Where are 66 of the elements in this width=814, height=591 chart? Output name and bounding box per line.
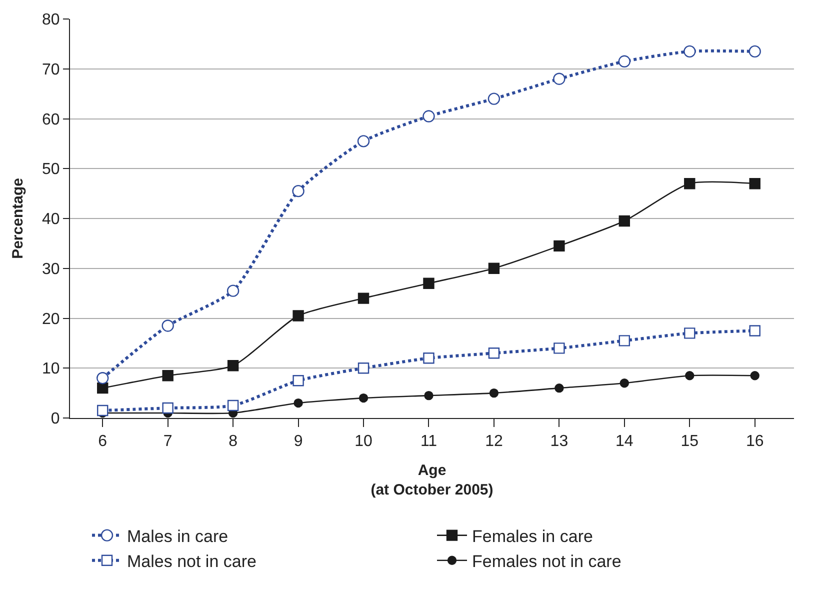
point	[357, 135, 370, 148]
point	[227, 400, 239, 412]
x-tick-label: 7	[163, 433, 172, 450]
point	[294, 398, 303, 408]
point	[684, 328, 696, 339]
y-tick-label: 80	[42, 12, 60, 29]
x-tick-label: 10	[354, 433, 373, 450]
point	[423, 352, 434, 364]
point	[162, 402, 174, 414]
x-tick-label: 8	[228, 433, 238, 450]
x-tick-label: 14	[616, 433, 634, 450]
y-tick-label: 50	[42, 161, 60, 178]
point	[620, 378, 630, 388]
point	[684, 178, 696, 190]
x-axis-title: Age (at October 2005)	[370, 462, 494, 499]
point	[292, 310, 304, 322]
point	[554, 342, 565, 354]
legend-label: Males not in care	[127, 552, 256, 572]
legend-label: Females not in care	[472, 552, 622, 572]
point	[749, 178, 760, 190]
point	[97, 382, 108, 394]
point	[554, 383, 564, 393]
x-tick-label: 13	[550, 433, 568, 450]
point	[96, 372, 109, 384]
point	[97, 404, 108, 416]
x-tick-label: 6	[98, 433, 108, 450]
point	[358, 362, 370, 374]
y-tick-label: 40	[42, 211, 60, 228]
point	[358, 393, 368, 403]
point	[226, 284, 240, 297]
point	[227, 360, 239, 372]
point	[423, 278, 434, 289]
point	[685, 371, 694, 380]
legend-label: Males in care	[127, 526, 228, 546]
x-tick-label: 12	[485, 433, 503, 450]
point	[554, 240, 565, 252]
x-tick-label: 16	[746, 433, 764, 450]
point	[292, 184, 304, 198]
legend-label: Females in care	[472, 526, 593, 546]
y-tick-label: 30	[42, 260, 60, 278]
point	[488, 262, 500, 274]
point	[618, 215, 630, 227]
x-tick-label: 11	[420, 433, 438, 450]
point	[358, 292, 370, 304]
point	[292, 374, 304, 386]
y-tick-label: 10	[42, 360, 60, 378]
point	[618, 55, 631, 68]
point	[684, 45, 696, 58]
point	[488, 92, 500, 105]
y-tick-label: 20	[42, 310, 60, 328]
y-tick-label: 70	[42, 61, 60, 78]
point	[750, 371, 760, 380]
point	[748, 45, 761, 58]
point	[488, 348, 500, 359]
point	[489, 388, 499, 398]
x-tick-label: 15	[680, 433, 699, 450]
y-axis-title: Percentage	[9, 178, 26, 259]
point	[553, 72, 566, 85]
x-tick-label: 9	[294, 433, 303, 450]
point	[162, 320, 174, 332]
point	[618, 335, 630, 346]
point	[422, 110, 435, 122]
y-tick-label: 0	[50, 410, 60, 428]
point	[424, 390, 434, 400]
point	[162, 370, 174, 382]
y-tick-label: 60	[42, 111, 60, 128]
